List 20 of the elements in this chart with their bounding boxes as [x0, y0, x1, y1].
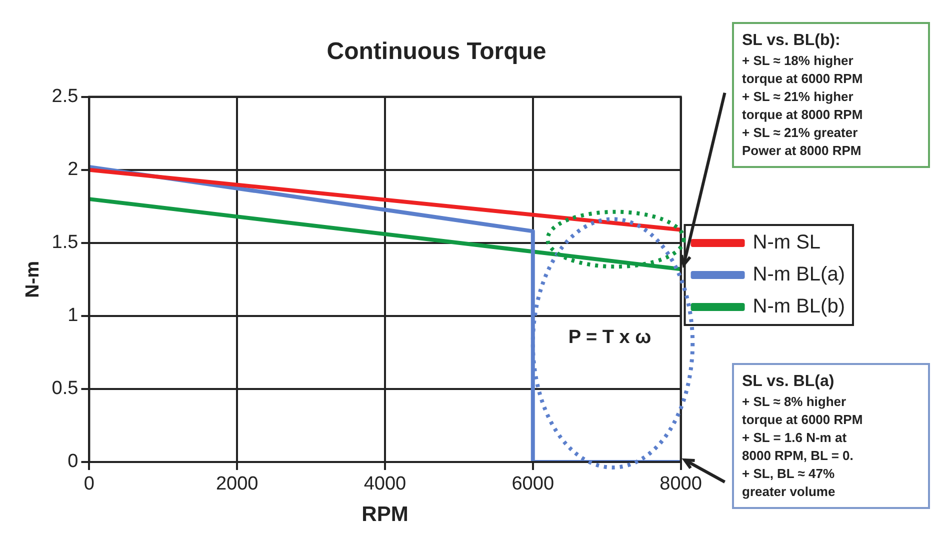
- y-tick-label: 1.5: [52, 232, 78, 254]
- x-tick-label: 8000: [660, 474, 702, 495]
- y-tick-label: 2: [68, 159, 78, 180]
- chart-title: Continuous Torque: [326, 38, 546, 66]
- y-tick-label: 1: [68, 305, 78, 326]
- x-tick-label: 2000: [216, 474, 258, 495]
- legend-label: N-m BL(a): [752, 264, 846, 286]
- y-tick-label: 2.5: [52, 86, 78, 108]
- text: SL vs. BL(a) + SL ≈ 8% higher torque at 6000 RPM + SL = 1.6 N-m at 8000 RPM, BL = 0. + SL, BL ≈ 47% greater volume: [742, 372, 864, 501]
- x-tick-label: 4000: [364, 474, 406, 495]
- legend-label: N-m BL(b): [752, 296, 846, 318]
- y-axis-title: N-m: [22, 260, 44, 298]
- x-axis-title: RPM: [362, 503, 408, 526]
- text: SL vs. BL(b): + SL ≈ 18% higher torque at 6000 RPM + SL ≈ 21% higher torque at 8000 RPM + SL ≈ 21% greater Power at 8000 RPM: [742, 31, 864, 160]
- y-tick-label: 0.5: [52, 378, 78, 400]
- annotation: P = T x ω: [568, 326, 652, 349]
- legend-label: N-m SL: [752, 232, 821, 254]
- x-tick-label: 0: [84, 474, 94, 495]
- x-tick-label: 6000: [512, 474, 554, 495]
- y-tick-label: 0: [68, 451, 78, 472]
